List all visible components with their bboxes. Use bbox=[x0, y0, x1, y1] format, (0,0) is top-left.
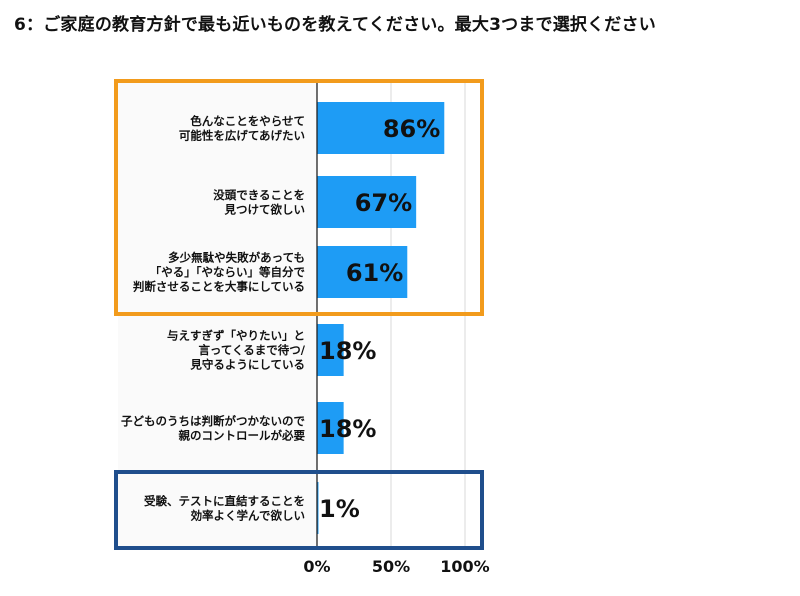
highlight-box-0 bbox=[114, 79, 484, 316]
category-label-4-0: 子どものうちは判断がつかないので bbox=[121, 414, 305, 428]
value-label-2: 61% bbox=[346, 259, 403, 287]
x-tick-label-2: 100% bbox=[440, 557, 489, 576]
x-tick-label-0: 0% bbox=[303, 557, 330, 576]
value-label-1: 67% bbox=[355, 189, 412, 217]
x-tick-label-1: 50% bbox=[372, 557, 410, 576]
category-label-2-2: 判断させることを大事にしている bbox=[133, 280, 305, 294]
value-label-4: 18% bbox=[319, 415, 376, 443]
value-label-0: 86% bbox=[383, 115, 440, 143]
category-label-5-1: 効率よく学んで欲しい bbox=[191, 508, 305, 522]
chart-title: 6：ご家庭の教育方針で最も近いものを教えてください。最大3つまで選択ください bbox=[14, 15, 656, 35]
category-label-0-0: 色んなことをやらせて bbox=[190, 114, 305, 128]
category-label-3-0: 与えすぎず「やりたい」と bbox=[167, 329, 305, 343]
category-label-5-0: 受験、テストに直結することを bbox=[144, 494, 305, 508]
bar-0 bbox=[317, 102, 445, 154]
category-label-4-1: 親のコントロールが必要 bbox=[179, 428, 306, 442]
bar-2 bbox=[317, 246, 408, 298]
bar-1 bbox=[317, 176, 417, 228]
category-label-0-1: 可能性を広げてあげたい bbox=[179, 128, 305, 142]
category-label-2-1: 「やる」「やならい」等自分で bbox=[150, 265, 305, 279]
value-label-5: 1% bbox=[319, 495, 360, 523]
category-label-3-2: 見守るようにしている bbox=[189, 358, 305, 372]
highlight-box-1 bbox=[114, 470, 484, 550]
category-label-3-1: 言ってくるまで待つ/ bbox=[198, 343, 305, 357]
value-label-3: 18% bbox=[319, 337, 376, 365]
bar-5 bbox=[317, 482, 319, 534]
category-label-2-0: 多少無駄や失敗があっても bbox=[168, 251, 305, 265]
category-label-1-0: 没頭できることを bbox=[213, 188, 305, 202]
bar-3 bbox=[317, 324, 344, 376]
category-label-1-1: 見つけて欲しい bbox=[224, 202, 306, 216]
bar-4 bbox=[317, 402, 344, 454]
